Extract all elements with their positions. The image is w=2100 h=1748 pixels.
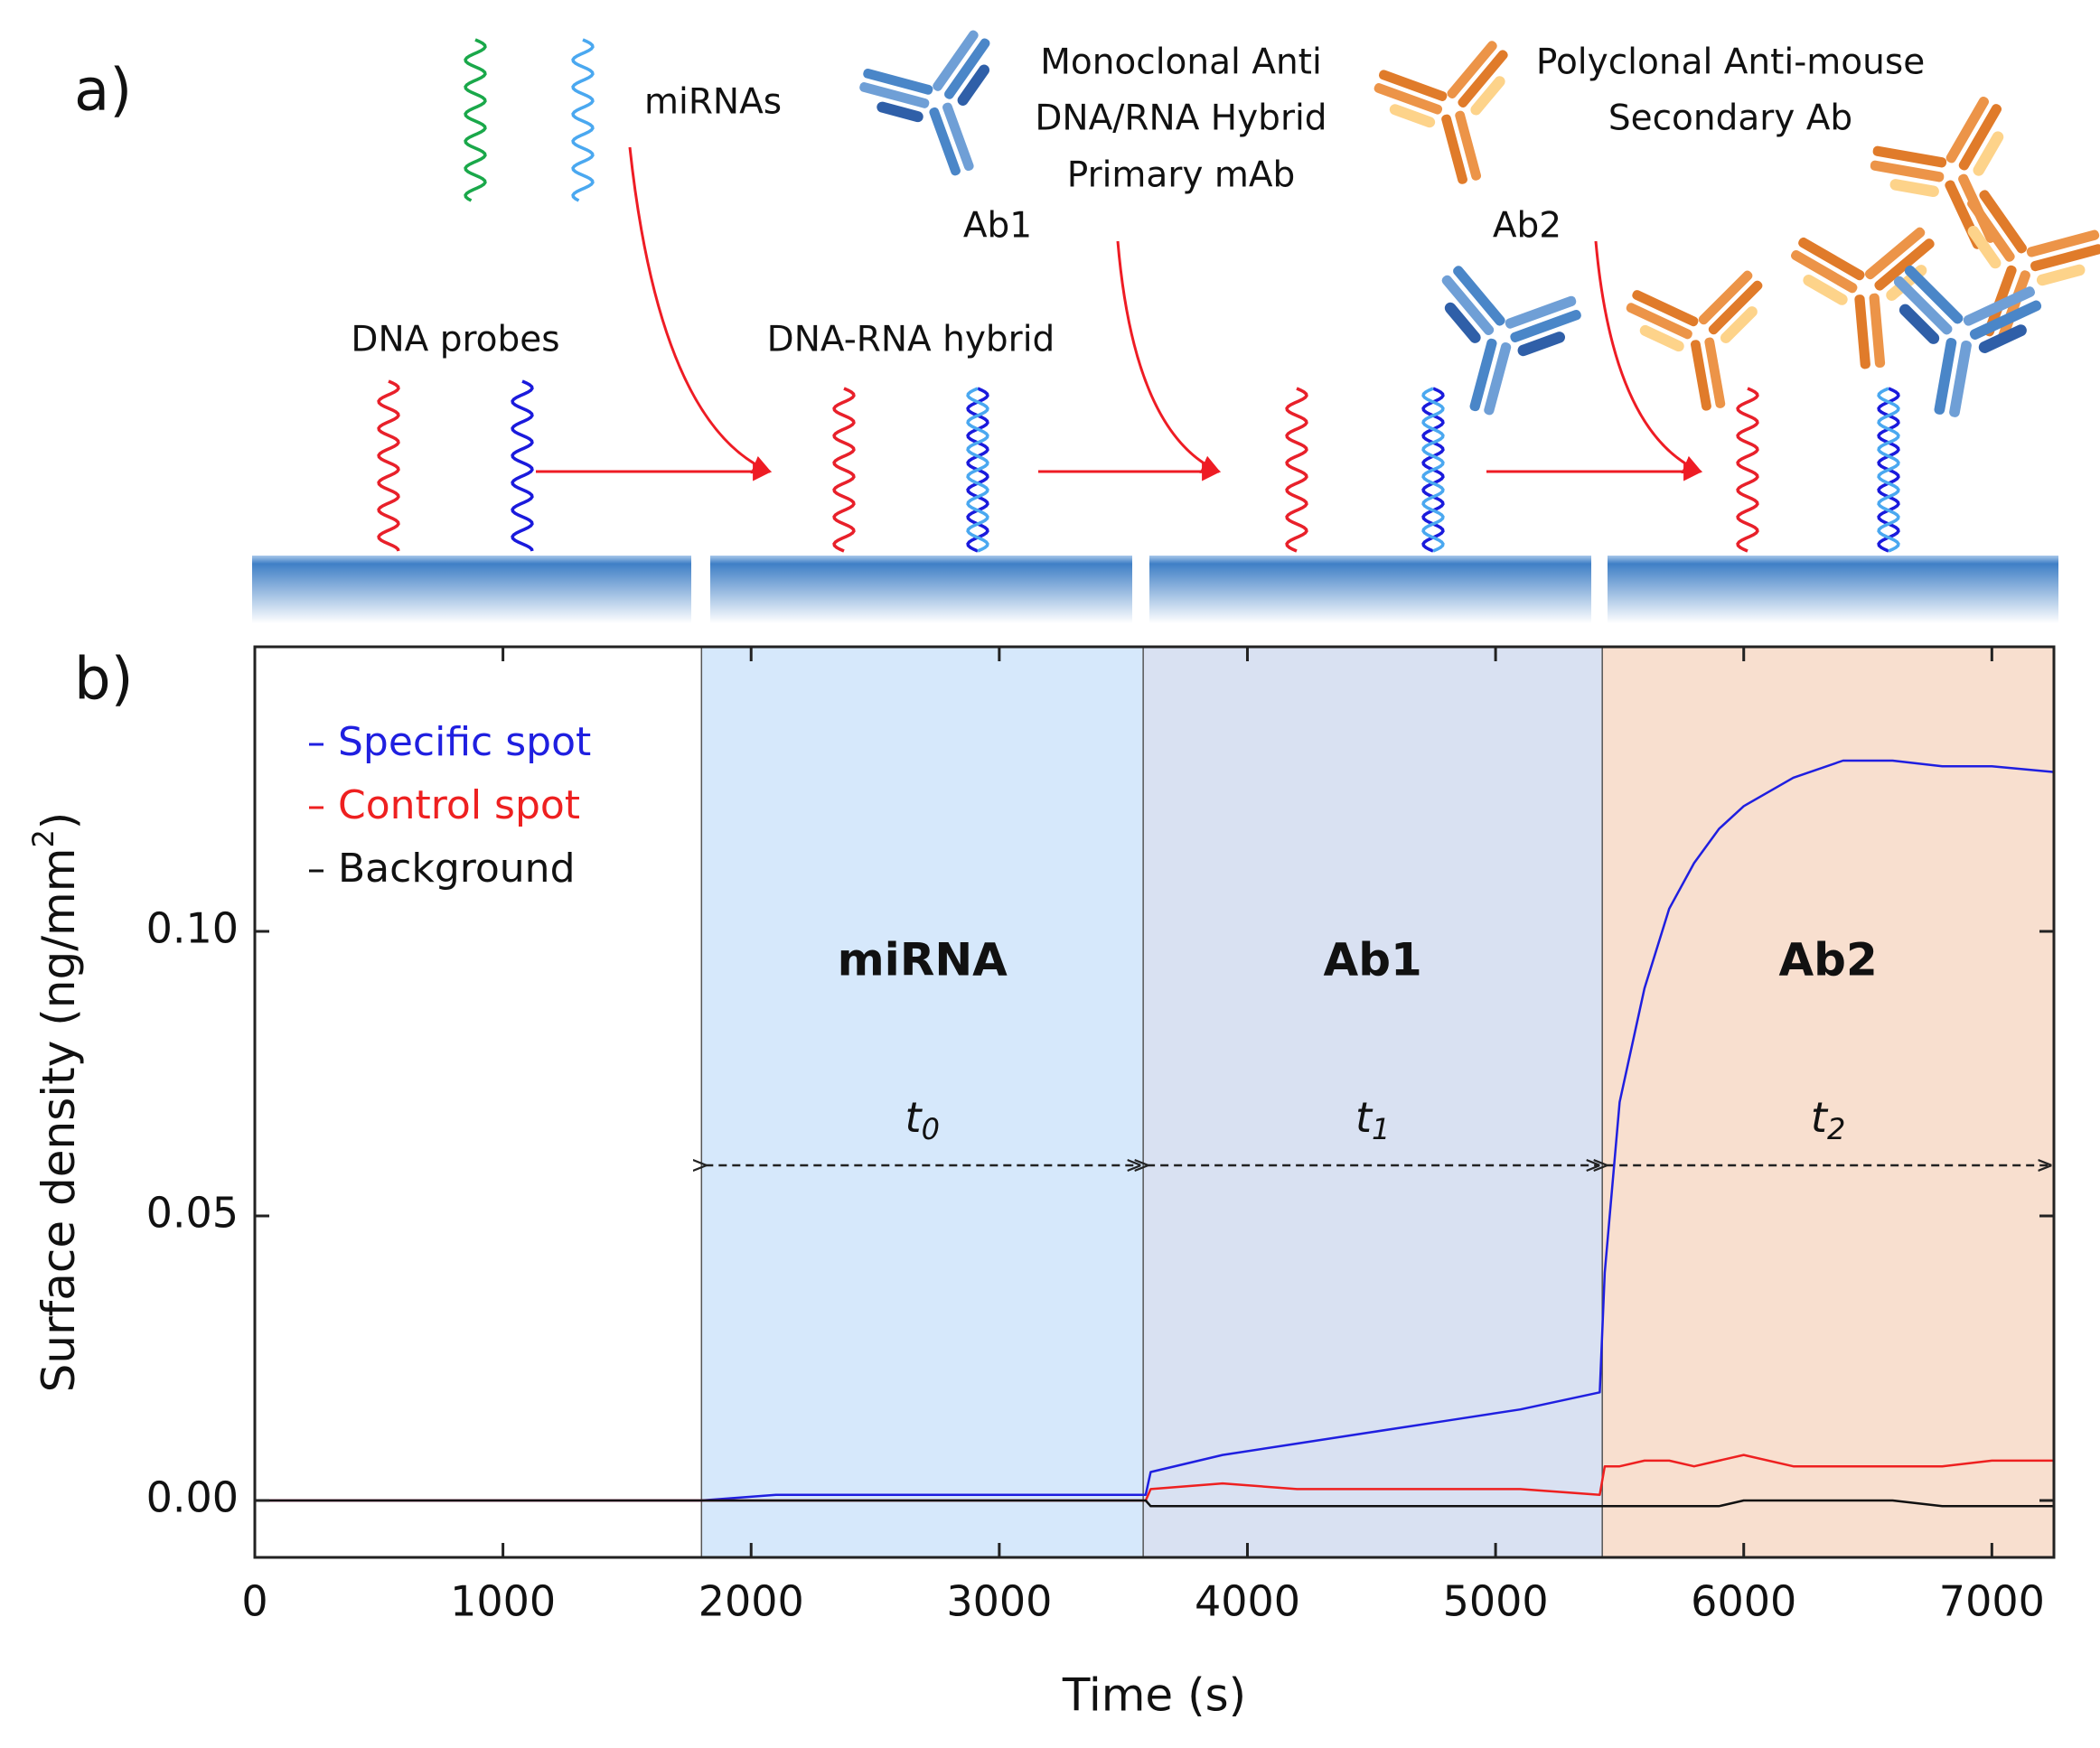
label: DNA-RNA hybrid (767, 320, 1055, 360)
strand (1736, 387, 1759, 553)
y-tick-label: 0.00 (146, 1473, 239, 1522)
label: Secondary Ab (1608, 98, 1852, 139)
y-axis-label-part: Surface density (ng/mm (33, 848, 85, 1393)
x-tick-label: 6000 (1691, 1577, 1796, 1626)
x-tick-label: 4000 (1195, 1577, 1300, 1626)
strand (1285, 387, 1308, 553)
region-time-sub: 2 (1827, 1112, 1845, 1146)
y-tick-label: 0.05 (146, 1189, 239, 1238)
x-axis-label: Time (s) (1062, 1669, 1246, 1722)
legend-label: Background (338, 846, 576, 892)
region (701, 647, 1144, 1557)
x-tick-label: 3000 (946, 1577, 1052, 1626)
region-time: t1 (1355, 1093, 1390, 1147)
label: Polyclonal Anti-mouse (1536, 42, 1925, 83)
plot-frame (253, 645, 2056, 1559)
strands (377, 38, 1900, 553)
surface (252, 556, 691, 623)
y-axis-label-part: ) (33, 812, 85, 830)
legend-label: Specific spot (338, 719, 591, 765)
x-tick-label: 2000 (698, 1577, 804, 1626)
antibody (1612, 265, 1793, 424)
panel-label: a) (74, 58, 132, 125)
antibody (843, 21, 1039, 201)
strand (1877, 387, 1900, 553)
label: DNA probes (351, 320, 559, 360)
legend-label: Control spot (338, 782, 580, 828)
strand (511, 379, 534, 552)
arrow (1594, 240, 1702, 474)
label: Ab1 (963, 206, 1032, 247)
region-time-sub: 0 (922, 1112, 940, 1146)
x-tick-label: 7000 (1939, 1577, 2045, 1626)
region-time: t (1811, 1093, 1829, 1142)
region-time: t (905, 1093, 923, 1142)
strand (966, 387, 989, 553)
arrow (628, 146, 772, 474)
label: Primary mAb (1067, 155, 1296, 196)
strand (571, 38, 595, 202)
arrow (1116, 240, 1221, 473)
antibody (1401, 257, 1597, 435)
label: Monoclonal Anti (1040, 42, 1322, 83)
strand (464, 38, 487, 202)
y-axis-label: Surface density (ng/mm2) (26, 812, 85, 1393)
region-label: Ab2 (1778, 934, 1877, 986)
region-label: Ab1 (1324, 934, 1422, 986)
diagram: a) b) miRNAs Monoclonal Anti DNA/RNA Hyb… (74, 21, 2100, 714)
region-time: t2 (1811, 1093, 1845, 1147)
region (1602, 647, 2054, 1557)
strand (377, 379, 400, 552)
x-tick-label: 0 (241, 1577, 267, 1626)
region-time: t (1355, 1093, 1373, 1142)
surface (1608, 556, 2058, 623)
strand (1421, 387, 1445, 553)
x-tick-label: 5000 (1443, 1577, 1549, 1626)
panel-label: b) (74, 647, 134, 714)
y-tick-label: 0.10 (146, 904, 239, 953)
label: Ab2 (1493, 206, 1561, 247)
x-tick-label: 1000 (450, 1577, 556, 1626)
label: miRNAs (644, 82, 782, 123)
strand (832, 387, 856, 553)
region-time: t0 (905, 1093, 940, 1147)
series-line (255, 1499, 2054, 1508)
surface (710, 556, 1132, 623)
region-time-sub: 1 (1372, 1112, 1390, 1146)
region-label: miRNA (838, 934, 1008, 986)
antibody (1359, 33, 1548, 203)
antibody (1778, 223, 1956, 376)
surface (1149, 556, 1591, 623)
y-axis-label-part: 2 (26, 829, 61, 847)
region (1143, 647, 1603, 1557)
label: DNA/RNA Hybrid (1035, 98, 1327, 139)
